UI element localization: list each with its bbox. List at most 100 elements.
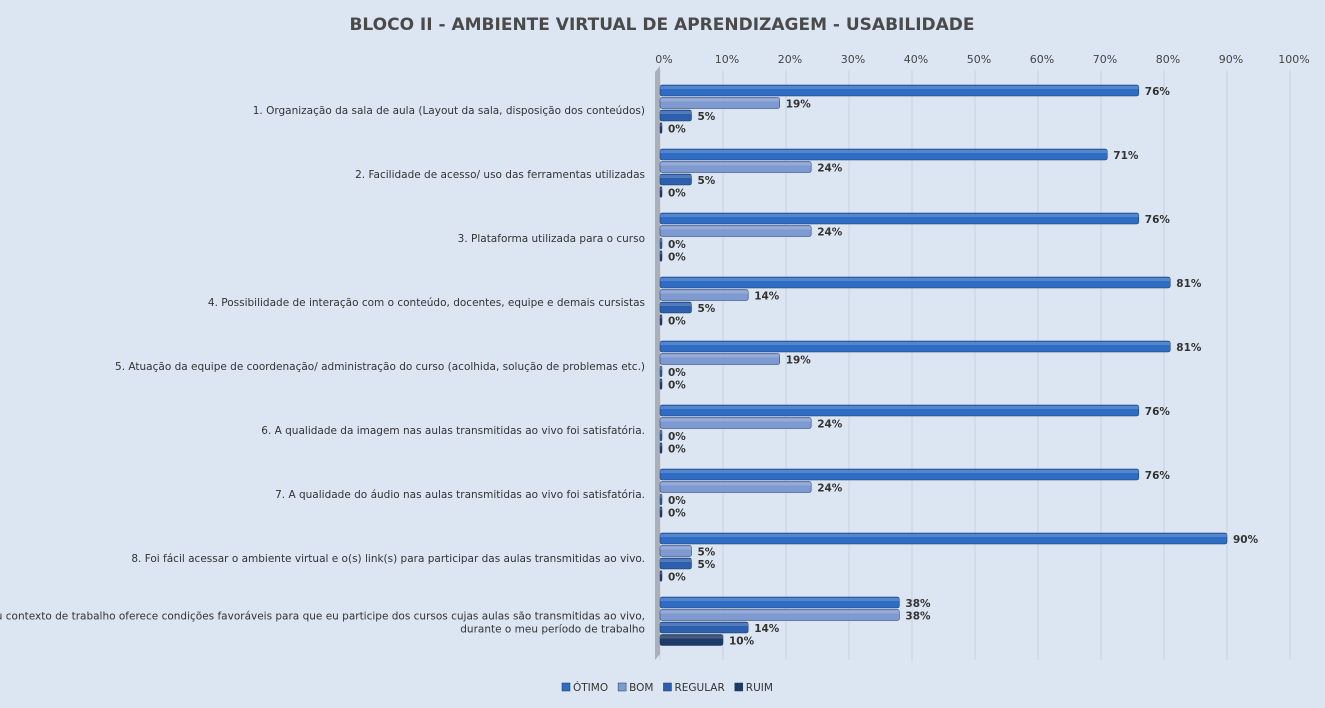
bar-highlight <box>660 290 749 294</box>
data-label: 5% <box>698 559 716 571</box>
bar-highlight <box>660 162 812 166</box>
bar-ruim <box>659 506 663 518</box>
bar-ruim <box>659 250 663 262</box>
bar-highlight <box>660 187 662 191</box>
bar-highlight <box>660 546 692 550</box>
bar-highlight <box>660 226 812 230</box>
bar-highlight <box>660 559 692 562</box>
data-label: 0% <box>668 316 686 328</box>
data-label: 71% <box>1113 150 1139 162</box>
x-tick-label: 70% <box>1093 53 1117 66</box>
bar-highlight <box>660 623 749 626</box>
bar-highlight <box>660 354 780 358</box>
bar-ruim <box>659 442 663 454</box>
data-label: 38% <box>905 598 931 610</box>
data-label: 81% <box>1176 278 1202 290</box>
legend-label: BOM <box>629 682 653 694</box>
category-label: 7. A qualidade do áudio nas aulas transm… <box>275 489 645 501</box>
legend-label: REGULAR <box>674 682 724 694</box>
bar-ruim <box>659 570 663 582</box>
data-label: 0% <box>668 367 686 379</box>
bar-regular <box>659 301 692 314</box>
bar-ótimo <box>659 596 900 609</box>
x-tick-label: 20% <box>778 53 802 66</box>
data-label: 90% <box>1233 534 1259 546</box>
bar-highlight <box>660 303 692 306</box>
data-label: 0% <box>668 239 686 251</box>
data-label: 5% <box>698 111 716 123</box>
x-tick-label: 60% <box>1030 53 1054 66</box>
bar-ruim <box>659 634 724 646</box>
bar-regular <box>659 429 663 442</box>
bar-ótimo <box>659 468 1140 481</box>
data-label: 0% <box>668 431 686 443</box>
bar-highlight <box>660 278 1171 281</box>
bar-bom <box>659 481 812 493</box>
category-label: 1. Organização da sala de aula (Layout d… <box>253 105 645 117</box>
bar-highlight <box>660 150 1108 153</box>
bar-ruim <box>659 122 663 134</box>
bar-highlight <box>660 482 812 486</box>
bar-highlight <box>660 315 662 319</box>
category-label: 6. A qualidade da imagem nas aulas trans… <box>261 425 645 437</box>
x-tick-label: 30% <box>841 53 865 66</box>
bar-highlight <box>660 598 900 601</box>
chart-title: BLOCO II - AMBIENTE VIRTUAL DE APRENDIZA… <box>349 15 974 35</box>
category-label: 5. Atuação da equipe de coordenação/ adm… <box>115 361 645 373</box>
bar-regular <box>659 557 692 570</box>
legend-label: ÓTIMO <box>573 681 608 694</box>
bar-bom <box>659 417 812 429</box>
bar-bom <box>659 609 900 621</box>
legend-swatch-bom <box>617 682 627 692</box>
bar-highlight <box>660 507 662 511</box>
bar-bom <box>659 161 812 173</box>
bar-ruim <box>659 378 663 390</box>
data-label: 5% <box>698 547 716 559</box>
data-label: 14% <box>754 291 780 303</box>
bar-highlight <box>660 123 662 127</box>
bar-highlight <box>660 239 662 242</box>
data-label: 24% <box>817 163 843 175</box>
bar-ruim <box>659 186 663 198</box>
category-label: 4. Possibilidade de interação com o cont… <box>208 297 645 309</box>
bar-ótimo <box>659 340 1171 353</box>
bar-highlight <box>660 342 1171 345</box>
data-label: 0% <box>668 444 686 456</box>
data-label: 24% <box>817 419 843 431</box>
data-label: 24% <box>817 227 843 239</box>
category-label: 3. Plataforma utilizada para o curso <box>458 233 645 245</box>
legend-swatch-regular <box>663 682 672 692</box>
bar-highlight <box>660 251 662 255</box>
bar-ótimo <box>659 532 1228 545</box>
bar-bom <box>659 289 749 301</box>
bar-ruim <box>659 314 663 326</box>
bar-highlight <box>660 571 662 575</box>
bar-bom <box>659 353 780 365</box>
bar-ótimo <box>659 276 1171 289</box>
legend-swatch-ótimo <box>561 682 571 692</box>
data-label: 14% <box>754 623 780 635</box>
x-tick-label: 0% <box>655 53 672 66</box>
data-label: 19% <box>786 99 812 111</box>
data-label: 10% <box>729 636 755 648</box>
bar-highlight <box>660 443 662 447</box>
bar-regular <box>659 493 663 506</box>
data-label: 0% <box>668 252 686 264</box>
data-label: 76% <box>1145 214 1171 226</box>
bar-regular <box>659 365 663 378</box>
data-label: 24% <box>817 483 843 495</box>
legend-label: RUIM <box>746 682 773 694</box>
data-label: 38% <box>905 611 931 623</box>
data-label: 5% <box>698 303 716 315</box>
bar-highlight <box>660 406 1139 409</box>
bar-ótimo <box>659 84 1140 97</box>
bar-highlight <box>660 86 1139 89</box>
bar-regular <box>659 173 692 186</box>
data-label: 0% <box>668 495 686 507</box>
bar-highlight <box>660 367 662 370</box>
x-tick-label: 90% <box>1219 53 1243 66</box>
bar-regular <box>659 237 663 250</box>
bar-highlight <box>660 214 1139 217</box>
category-label: 8. Foi fácil acessar o ambiente virtual … <box>131 553 645 565</box>
